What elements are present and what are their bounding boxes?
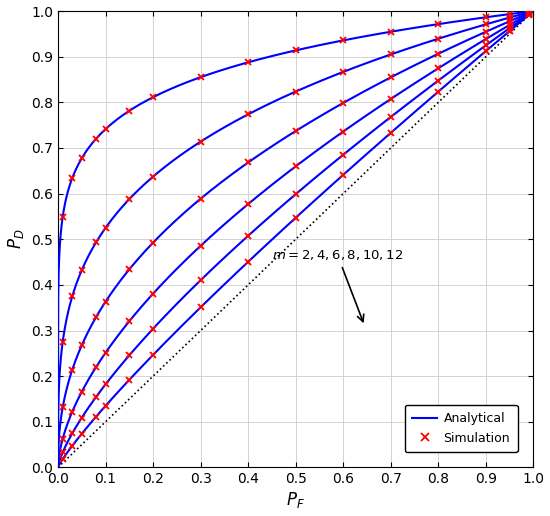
Y-axis label: $P_D$: $P_D$ (6, 229, 25, 249)
Text: $m=2,4,6,8,10,12$: $m=2,4,6,8,10,12$ (272, 248, 403, 321)
X-axis label: $P_F$: $P_F$ (287, 490, 305, 510)
Legend: Analytical, Simulation: Analytical, Simulation (405, 405, 518, 452)
